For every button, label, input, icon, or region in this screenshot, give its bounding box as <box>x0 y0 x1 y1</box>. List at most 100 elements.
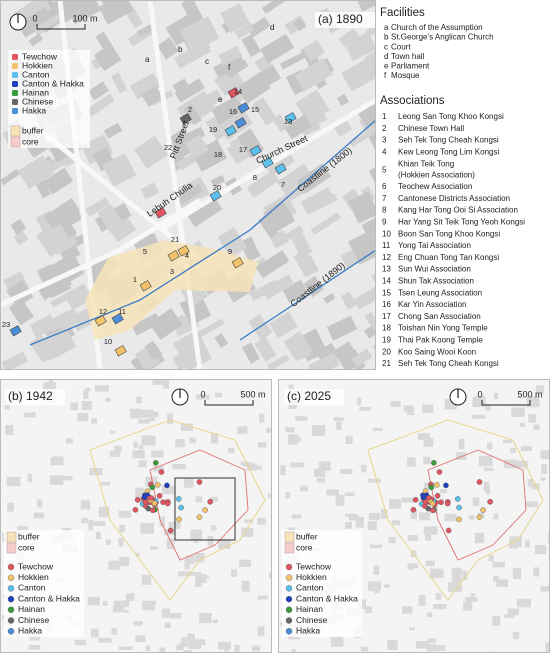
block <box>470 593 476 597</box>
block <box>471 414 486 419</box>
legend-swatch <box>12 90 18 96</box>
association-dot <box>158 469 165 475</box>
building <box>347 191 376 224</box>
building <box>261 274 295 300</box>
map-number: 11 <box>118 307 126 316</box>
block <box>267 493 272 499</box>
block <box>516 598 531 608</box>
facility-label: e <box>218 95 223 104</box>
map-number: 4 <box>185 251 189 260</box>
block <box>176 644 184 651</box>
legend-swatch <box>285 585 293 592</box>
block <box>87 596 100 606</box>
block <box>288 384 294 391</box>
block <box>451 567 461 578</box>
block <box>241 527 254 537</box>
association-dot <box>443 482 449 489</box>
legend-swatch <box>12 54 18 60</box>
map-number: 9 <box>228 247 232 256</box>
legend-label: Tewchow <box>22 51 58 61</box>
block <box>118 646 133 650</box>
panel-label: (c) 2025 <box>287 389 331 403</box>
block <box>493 575 500 582</box>
associations-title: Associations <box>380 95 445 107</box>
building <box>368 167 376 192</box>
block <box>188 640 202 649</box>
association-number: 8 <box>382 206 387 215</box>
building <box>249 280 279 301</box>
building <box>63 283 93 311</box>
coastline <box>29 119 376 346</box>
building <box>172 331 199 350</box>
building <box>184 134 209 160</box>
block <box>187 633 195 641</box>
association-dot <box>202 507 208 513</box>
block <box>81 400 93 411</box>
building <box>180 126 206 146</box>
association-number: 11 <box>382 241 391 250</box>
legend-label: Chinese <box>18 615 49 625</box>
block <box>547 532 550 543</box>
building <box>181 0 203 24</box>
building <box>210 174 226 187</box>
facility-name: Town hall <box>391 52 425 61</box>
legend-swatch <box>7 574 15 581</box>
block <box>484 467 494 472</box>
block <box>389 499 402 509</box>
block <box>335 495 345 506</box>
map-number: 15 <box>251 105 259 114</box>
block <box>427 638 436 643</box>
association-dot <box>132 506 139 513</box>
block <box>423 437 434 447</box>
block <box>333 417 344 422</box>
block <box>455 451 467 460</box>
map-number: 19 <box>209 125 217 134</box>
map-number: 18 <box>214 150 222 159</box>
block <box>100 481 111 486</box>
building <box>13 230 29 246</box>
block <box>425 560 435 567</box>
association-number: 9 <box>382 218 387 227</box>
building <box>184 41 212 64</box>
block <box>70 402 79 411</box>
building <box>186 195 223 228</box>
block <box>83 390 89 399</box>
facility-letter: a <box>384 23 389 32</box>
block <box>426 612 433 618</box>
block <box>194 552 205 563</box>
block <box>28 644 41 650</box>
block <box>210 433 219 444</box>
block <box>365 606 373 614</box>
association-building <box>139 280 152 292</box>
panel-border <box>0 0 376 370</box>
association-dot <box>153 460 159 466</box>
association-number: 3 <box>382 136 387 145</box>
block <box>43 382 57 391</box>
block <box>84 387 91 392</box>
building <box>17 7 54 38</box>
association-dot <box>134 497 141 503</box>
legend-label: Hokkien <box>22 60 53 70</box>
building <box>323 293 336 304</box>
block <box>228 447 235 454</box>
building <box>44 198 80 229</box>
association-name: Seh Tek Tong Cheah Kongsi <box>398 359 499 368</box>
association-dot <box>422 499 429 505</box>
legend-swatch <box>6 531 17 543</box>
block <box>545 642 550 653</box>
building <box>225 59 249 78</box>
block <box>474 395 486 406</box>
building <box>135 345 161 370</box>
building <box>214 333 229 349</box>
association-building <box>224 125 237 137</box>
association-building <box>237 102 250 114</box>
block <box>534 544 547 555</box>
block <box>372 427 383 432</box>
facility-label: d <box>270 23 274 32</box>
building <box>129 72 162 100</box>
association-dot <box>176 516 182 523</box>
block <box>90 628 99 638</box>
association-number: 18 <box>382 324 391 333</box>
block <box>113 445 122 452</box>
building <box>103 122 123 139</box>
